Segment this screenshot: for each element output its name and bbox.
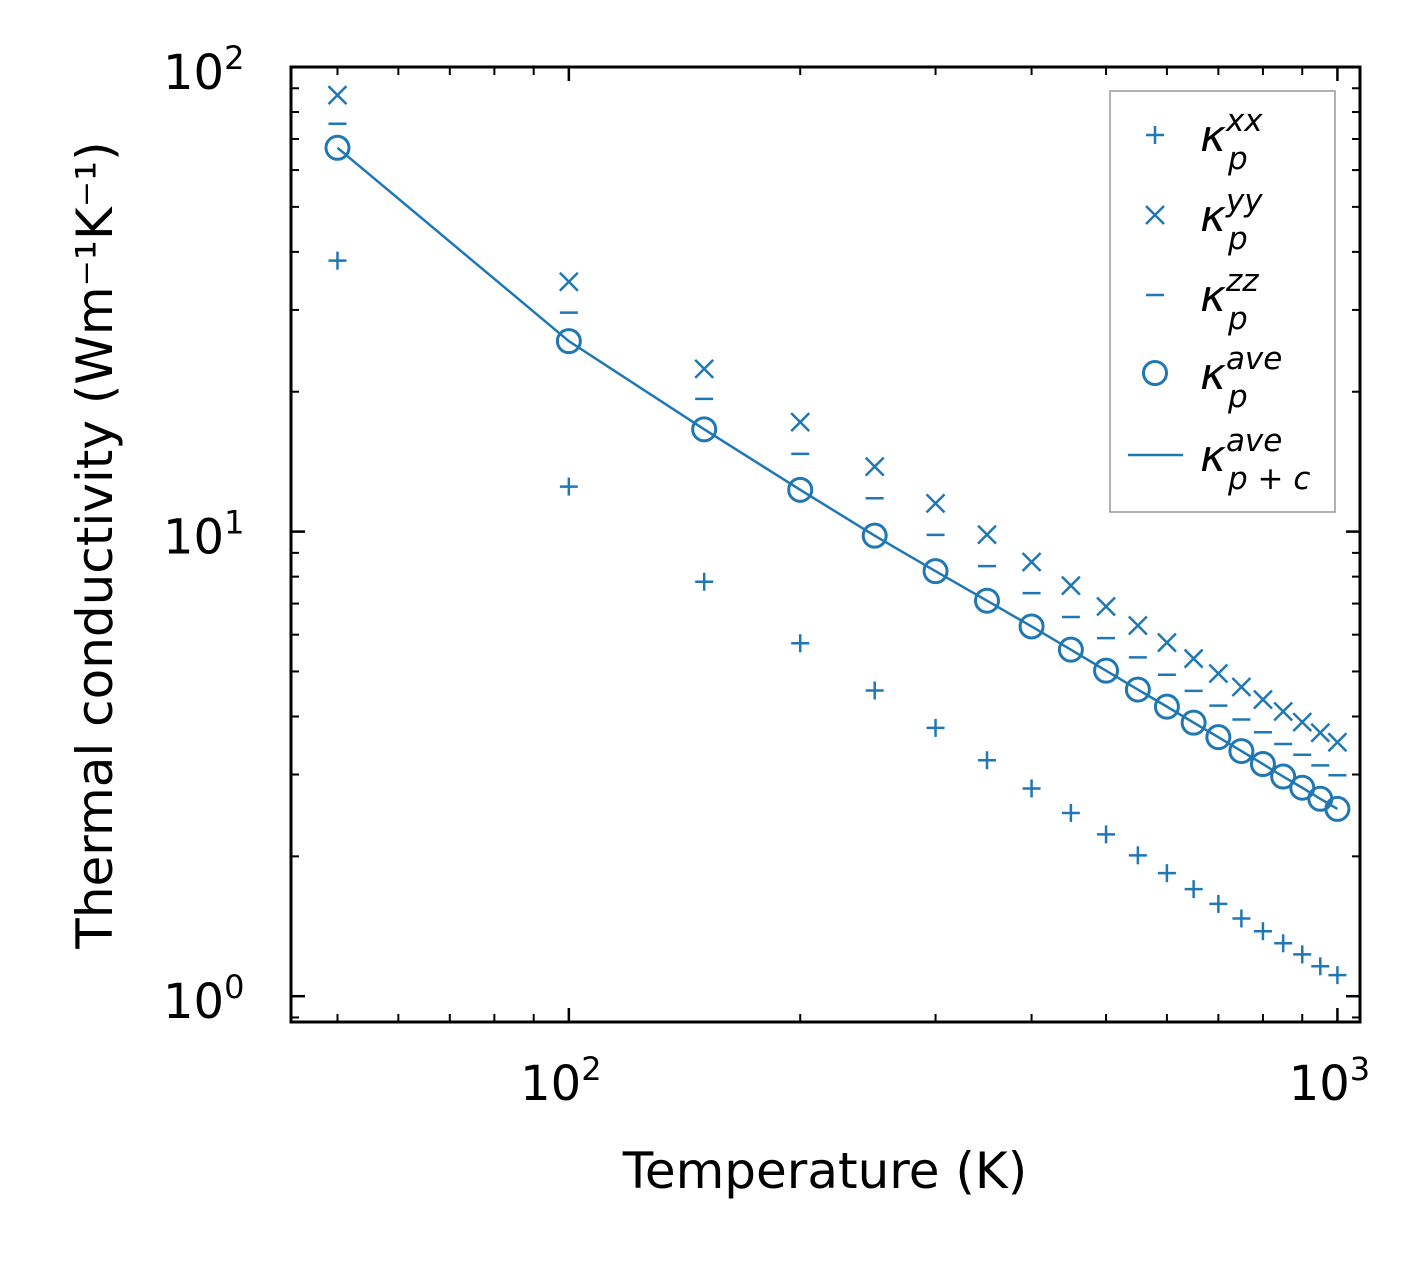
data-point-kappa_p^xx (1328, 966, 1347, 985)
tick-labels: 102 103 100 101 102 (163, 39, 1370, 1112)
data-point-kappa_p^yy (1021, 552, 1042, 572)
legend-entry-label: κyy p (1200, 183, 1263, 257)
y-axis-label: Thermal conductivity (Wm⁻¹K⁻¹) (66, 141, 124, 949)
data-point-kappa_p^ave (691, 416, 718, 443)
data-point-kappa_p^xx (1232, 909, 1251, 928)
data-point-kappa_p^yy (1208, 663, 1229, 684)
legend-marker-plus (1146, 126, 1164, 144)
data-point-kappa_p^xx (695, 572, 714, 591)
data-point-kappa_p^ave (1228, 738, 1255, 765)
data-point-kappa_p^yy (1096, 596, 1116, 617)
plot-area (324, 85, 1351, 985)
series-kappa_p^xx (328, 251, 1347, 985)
data-point-kappa_p^xx (328, 251, 347, 270)
data-point-kappa_p^ave (1324, 795, 1351, 822)
data-point-kappa_p^xx (1293, 945, 1312, 964)
data-point-kappa_p^ave (1205, 724, 1232, 751)
data-point-kappa_p^ave (1018, 613, 1045, 640)
y-tick-label: 100 (163, 968, 244, 1030)
data-point-kappa_p^ave (1124, 676, 1151, 703)
x-tick-label: 103 (1289, 1050, 1370, 1112)
data-point-kappa_p^xx (1184, 880, 1203, 899)
data-point-kappa_p^xx (926, 718, 945, 737)
data-point-kappa_p^yy (1157, 632, 1177, 653)
legend-marker-x (1145, 205, 1165, 225)
data-point-kappa_p^ave (1093, 657, 1120, 684)
data-point-kappa_p^yy (1310, 722, 1331, 743)
data-point-kappa_p^xx (791, 634, 810, 653)
x-tick-label: 102 (520, 1050, 601, 1112)
data-point-kappa_p^xx (865, 681, 884, 700)
legend-entry-label: κave p + c (1200, 423, 1310, 497)
legend-entry-label: κzz p (1200, 263, 1259, 337)
data-point-kappa_p^yy (327, 85, 348, 105)
x-axis-label: Temperature (K) (622, 1142, 1027, 1200)
data-point-kappa_p^yy (1183, 648, 1204, 669)
data-point-kappa_p^yy (1273, 701, 1294, 722)
data-point-kappa_p^ave (1057, 636, 1084, 663)
data-point-kappa_p^xx (1022, 779, 1041, 798)
legend-marker-circle (1142, 360, 1168, 386)
data-point-kappa_p^ave (1249, 751, 1276, 778)
data-point-kappa_p^yy (1127, 615, 1148, 636)
data-point-kappa_p^xx (559, 477, 578, 496)
data-point-kappa_p^yy (558, 271, 579, 292)
data-point-kappa_p^yy (977, 524, 997, 545)
data-point-kappa_p^xx (1253, 922, 1272, 941)
data-point-kappa_p^yy (1327, 732, 1348, 753)
series-kappa_p^yy (327, 85, 1348, 753)
data-point-kappa_p^ave (861, 522, 888, 549)
series-line-kappa_p+c^ave (336, 146, 1339, 810)
data-point-kappa_p^xx (1128, 846, 1147, 865)
series-kappa_p^zz (328, 122, 1347, 777)
data-point-kappa_p^yy (790, 412, 811, 433)
data-point-kappa_p^xx (1061, 803, 1080, 822)
data-point-kappa_p^yy (925, 493, 946, 514)
data-point-kappa_p^yy (1061, 575, 1081, 596)
data-point-kappa_p^yy (864, 456, 885, 477)
data-point-kappa_p^xx (1274, 934, 1293, 953)
data-point-kappa_p^ave (922, 558, 949, 585)
data-point-kappa_p^ave (555, 328, 582, 355)
data-point-kappa_p^yy (694, 358, 715, 379)
legend-entry-label: κxx p (1200, 103, 1263, 177)
data-point-kappa_p^xx (1097, 825, 1116, 844)
data-point-kappa_p^ave (1153, 693, 1180, 720)
y-tick-label: 102 (163, 39, 244, 101)
data-point-kappa_p^yy (1231, 677, 1252, 697)
data-point-kappa_p^ave (1270, 763, 1297, 790)
data-point-kappa_p^yy (1292, 712, 1313, 732)
data-point-kappa_p^ave (324, 134, 351, 161)
series-kappa_p+c^ave (336, 146, 1339, 810)
data-point-kappa_p^ave (1180, 709, 1207, 736)
data-point-kappa_p^xx (1311, 957, 1330, 976)
axes-frame (289, 65, 1362, 1024)
data-point-kappa_p^xx (1157, 864, 1176, 883)
legend-entry-label: κave p (1200, 341, 1282, 415)
data-point-kappa_p^yy (1253, 689, 1273, 710)
y-tick-label: 101 (163, 504, 244, 566)
data-point-kappa_p^xx (1209, 894, 1228, 913)
data-point-kappa_p^ave (787, 476, 814, 503)
data-point-kappa_p^ave (974, 587, 1001, 614)
legend-box (1109, 90, 1336, 513)
series-kappa_p^ave (324, 134, 1351, 822)
data-point-kappa_p^xx (978, 751, 997, 770)
